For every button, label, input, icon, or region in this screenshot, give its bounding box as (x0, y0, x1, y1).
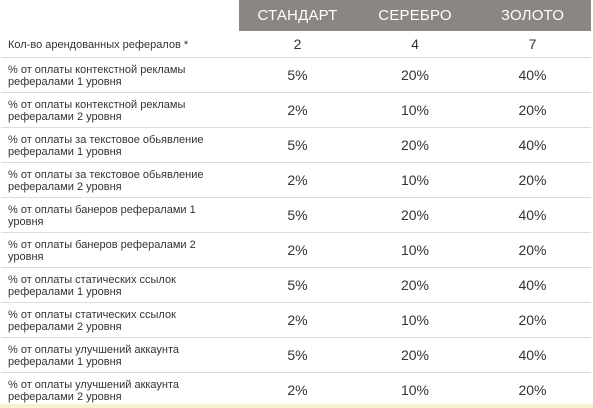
value-gold: 40% (474, 127, 591, 163)
table-row: % от оплаты за текстовое обьявление рефе… (1, 162, 591, 198)
value-standard: 2% (239, 92, 356, 128)
feature-label: % от оплаты банеров рефералами 2 уровня (1, 232, 239, 268)
value-standard: 2% (239, 302, 356, 338)
feature-label: % от оплаты за текстовое обьявление рефе… (1, 127, 239, 163)
value-gold: 40% (474, 197, 591, 233)
table-row: % от оплаты за текстовое обьявление рефе… (1, 127, 591, 163)
table-row: Кол-во арендованных рефералов * 2 4 7 (1, 31, 591, 58)
value-gold: 20% (474, 232, 591, 268)
value-silver: 20% (356, 337, 474, 373)
value-silver: 10% (356, 372, 474, 408)
value-silver: 10% (356, 92, 474, 128)
value-gold: 40% (474, 57, 591, 93)
value-standard: 5% (239, 267, 356, 303)
table-header-row: СТАНДАРТ СЕРЕБРО ЗОЛОТО (1, 0, 591, 31)
plan-header-gold: ЗОЛОТО (474, 0, 591, 31)
plan-header-standard: СТАНДАРТ (239, 0, 356, 31)
value-standard: 5% (239, 127, 356, 163)
value-gold: 40% (474, 337, 591, 373)
value-silver: 20% (356, 57, 474, 93)
feature-label: % от оплаты банеров рефералами 1 уровня (1, 197, 239, 233)
table-row: % от оплаты банеров рефералами 1 уровня … (1, 197, 591, 233)
feature-label: % от оплаты статических ссылок рефералам… (1, 267, 239, 303)
value-silver: 10% (356, 162, 474, 198)
value-standard: 5% (239, 337, 356, 373)
feature-label: % от оплаты улучшений аккаунта рефералам… (1, 372, 239, 408)
value-gold: 20% (474, 372, 591, 408)
value-gold: 20% (474, 302, 591, 338)
value-standard: 2% (239, 162, 356, 198)
value-gold: 40% (474, 267, 591, 303)
feature-label: % от оплаты за текстовое обьявление рефе… (1, 162, 239, 198)
value-standard: 2% (239, 232, 356, 268)
value-standard: 5% (239, 197, 356, 233)
table-row: % от оплаты улучшений аккаунта рефералам… (1, 372, 591, 408)
table-row: % от оплаты статических ссылок рефералам… (1, 267, 591, 303)
table-row: % от оплаты улучшений аккаунта рефералам… (1, 337, 591, 373)
value-silver: 20% (356, 127, 474, 163)
table-row: % от оплаты контекстной рекламы реферала… (1, 57, 591, 93)
plan-header-silver: СЕРЕБРО (356, 0, 474, 31)
value-silver: 20% (356, 267, 474, 303)
value-standard: 5% (239, 57, 356, 93)
bottom-accent-strip (0, 404, 593, 408)
table-row: % от оплаты банеров рефералами 2 уровня … (1, 232, 591, 268)
feature-label: Кол-во арендованных рефералов * (1, 31, 239, 58)
header-corner-cell (1, 0, 239, 31)
value-silver: 4 (356, 31, 474, 58)
value-silver: 10% (356, 302, 474, 338)
table-row: % от оплаты контекстной рекламы реферала… (1, 92, 591, 128)
feature-label: % от оплаты статических ссылок рефералам… (1, 302, 239, 338)
value-silver: 10% (356, 232, 474, 268)
feature-label: % от оплаты контекстной рекламы реферала… (1, 92, 239, 128)
value-gold: 20% (474, 92, 591, 128)
value-standard: 2 (239, 31, 356, 58)
value-silver: 20% (356, 197, 474, 233)
table-row: % от оплаты статических ссылок рефералам… (1, 302, 591, 338)
feature-label: % от оплаты улучшений аккаунта рефералам… (1, 337, 239, 373)
feature-label: % от оплаты контекстной рекламы реферала… (1, 57, 239, 93)
value-gold: 7 (474, 31, 591, 58)
value-gold: 20% (474, 162, 591, 198)
value-standard: 2% (239, 372, 356, 408)
